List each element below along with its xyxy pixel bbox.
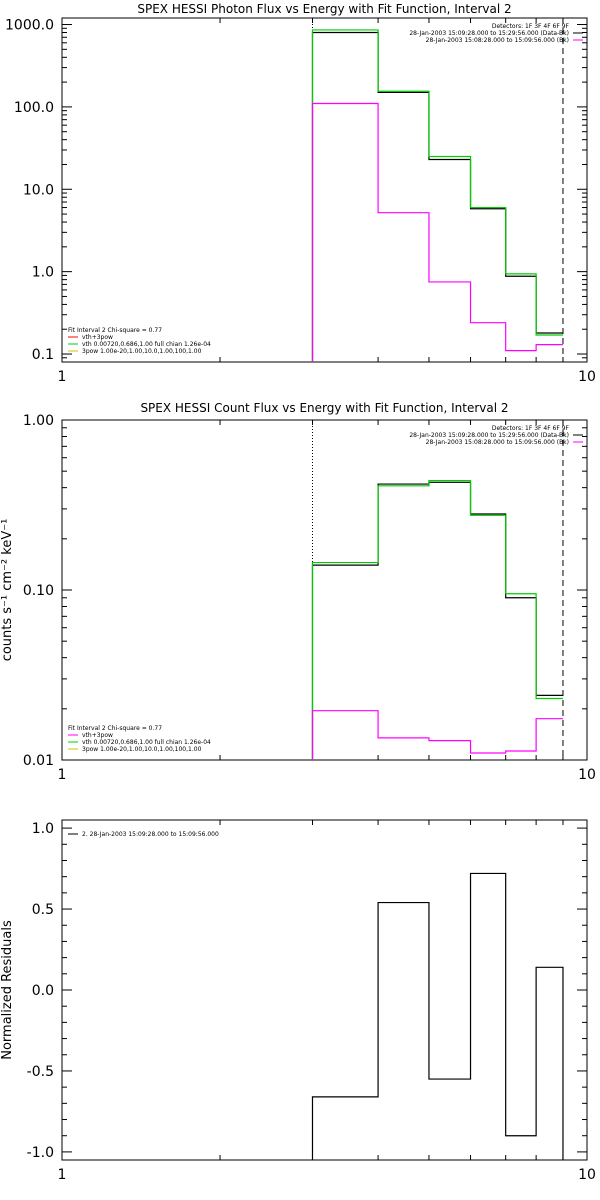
chart-title: SPEX HESSI Count Flux vs Energy with Fit…: [140, 401, 508, 415]
photon-flux-panel: SPEX HESSI Photon Flux vs Energy with Fi…: [5, 2, 596, 385]
plot-frame: [61, 17, 588, 363]
series-bg-line: [311, 102, 563, 362]
y-tick-label: 1.00: [23, 413, 54, 429]
residuals-panel: Normalized Residuals 1 10 -1.0 -0.5 0.0 0.5 1.0…: [0, 819, 596, 1183]
y-tick-label: 1.0: [32, 821, 54, 837]
y-tick-label: 0.10: [23, 583, 54, 599]
y-tick-label: 0.01: [23, 753, 54, 769]
y-tick-label: 1.0: [32, 265, 54, 281]
chart-title: SPEX HESSI Photon Flux vs Energy with Fi…: [137, 2, 511, 16]
series-bg-line: [311, 710, 563, 760]
x-tick-label: 1: [58, 767, 67, 783]
annotation-line: Detectors: 1F 3F 4F 6F 9F: [492, 23, 570, 30]
legend-entry: vth 0.00720,0.686,1.00 full chian 1.26e-…: [82, 739, 211, 746]
series-data-line: [311, 481, 563, 760]
x-tick-label: 1: [58, 369, 67, 385]
legend-entry: 3pow 1.00e-20,1.00,10.0,1.00,100,1.00: [82, 746, 202, 753]
y-axis-label: Normalized Residuals: [0, 920, 15, 1060]
plot-frame: [61, 419, 588, 761]
legend-entry: vth 0.00720,0.686,1.00 full chian 1.26e-…: [82, 341, 211, 348]
x-tick-label: 10: [578, 369, 596, 385]
annotation-line: 28-Jan-2003 15:09:28.000 to 15:29:56.000…: [409, 432, 569, 439]
legend-entry: vth+3pow: [82, 732, 113, 739]
x-tick-label: 1: [58, 1167, 67, 1183]
series-vth-line: [311, 480, 563, 760]
plot-frame: [61, 819, 588, 1161]
annotation-line: 28-Jan-2003 15:08:28.000 to 15:09:56.000…: [426, 37, 569, 44]
y-tick-label: 1000.0: [5, 18, 54, 34]
series-residuals-line: [311, 872, 564, 1160]
legend-entry: 2. 28-Jan-2003 15:09:28.000 to 15:09:56.…: [82, 831, 219, 838]
legend-header: Fit Interval 2 Chi-square = 0.77: [68, 725, 162, 732]
annotation-line: 28-Jan-2003 15:09:28.000 to 15:29:56.000…: [409, 30, 569, 37]
y-tick-label: 0.0: [32, 983, 54, 999]
legend-entry: vth+3pow: [82, 334, 113, 341]
y-axis-label: counts s⁻¹ cm⁻² keV⁻¹: [0, 519, 15, 662]
legend-header: Fit Interval 2 Chi-square = 0.77: [68, 327, 162, 334]
series-data-line: [311, 31, 563, 362]
x-tick-label: 10: [578, 1167, 596, 1183]
y-tick-label: -1.0: [27, 1145, 54, 1161]
count-flux-panel: SPEX HESSI Count Flux vs Energy with Fit…: [0, 401, 596, 783]
y-tick-label: 0.1: [32, 347, 54, 363]
y-tick-label: 0.5: [32, 902, 54, 918]
y-tick-label: -0.5: [27, 1064, 54, 1080]
y-tick-label: 10.0: [23, 182, 54, 198]
annotation-line: 28-Jan-2003 15:08:28.000 to 15:09:56.000…: [426, 439, 569, 446]
legend-entry: 3pow 1.00e-20,1.00,10.0,1.00,100,1.00: [82, 348, 202, 355]
series-vth-line: [311, 29, 563, 362]
x-tick-label: 10: [578, 767, 596, 783]
annotation-line: Detectors: 1F 3F 4F 6F 9F: [492, 425, 570, 432]
y-tick-label: 100.0: [14, 100, 54, 116]
